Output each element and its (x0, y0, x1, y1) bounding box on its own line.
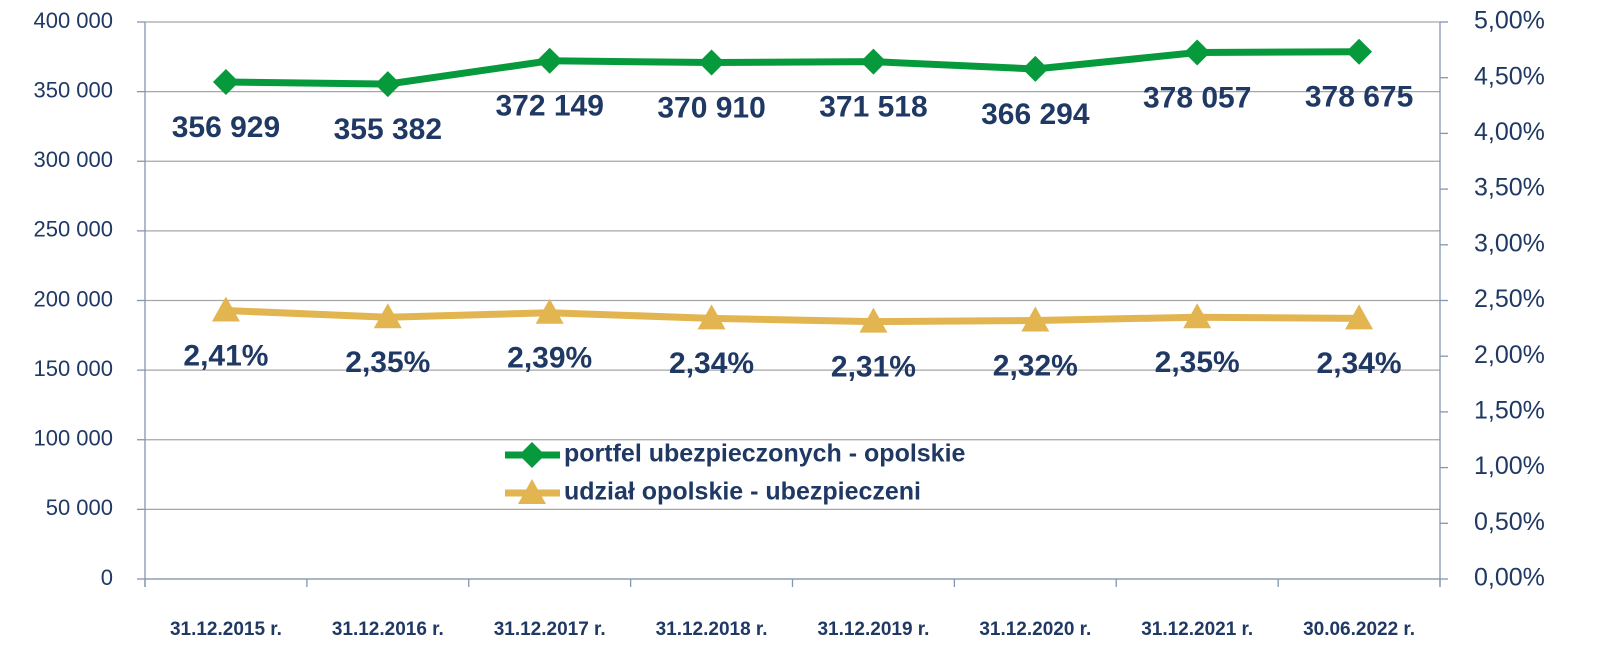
marker (374, 71, 401, 98)
marker (518, 479, 546, 504)
marker (536, 47, 563, 74)
marker (859, 307, 888, 333)
data-label: 2,32% (993, 349, 1078, 382)
data-label: 2,31% (831, 351, 916, 384)
legend-label: udział opolskie - ubezpieczeni (564, 478, 921, 506)
x-tick-label: 31.12.2020 r. (979, 619, 1091, 640)
y2-tick-label: 4,50% (1474, 62, 1545, 90)
marker (1345, 304, 1374, 330)
marker (697, 304, 726, 330)
y-tick-label: 400 000 (33, 8, 113, 33)
marker (1184, 39, 1211, 66)
y2-tick-label: 0,50% (1474, 508, 1545, 536)
x-tick-label: 31.12.2017 r. (494, 619, 606, 640)
data-label: 2,34% (669, 347, 754, 380)
data-label: 378 057 (1143, 81, 1251, 114)
data-label: 371 518 (819, 91, 927, 124)
data-label: 378 675 (1305, 81, 1413, 114)
y2-tick-label: 1,50% (1474, 397, 1545, 425)
legend-label: portfel ubezpieczonych - opolskie (564, 440, 966, 468)
x-tick-label: 31.12.2018 r. (656, 619, 768, 640)
y2-tick-label: 3,50% (1474, 174, 1545, 202)
marker (860, 48, 887, 75)
y-tick-label: 50 000 (46, 495, 113, 520)
y2-tick-label: 2,50% (1474, 285, 1545, 313)
x-tick-label: 31.12.2016 r. (332, 619, 444, 640)
marker (698, 49, 725, 76)
x-tick-label: 30.06.2022 r. (1303, 619, 1415, 640)
data-label: 2,35% (1155, 346, 1240, 379)
y-tick-label: 350 000 (33, 77, 113, 102)
data-label: 356 929 (172, 111, 280, 144)
y-tick-label: 150 000 (33, 356, 113, 381)
y2-tick-label: 0,00% (1474, 564, 1545, 592)
series-line (225, 307, 1360, 326)
x-tick-label: 31.12.2019 r. (817, 619, 929, 640)
y2-tick-label: 3,00% (1474, 229, 1545, 257)
marker (1346, 38, 1373, 65)
y-tick-label: 300 000 (33, 147, 113, 172)
y-tick-label: 250 000 (33, 217, 113, 242)
x-tick-label: 31.12.2021 r. (1141, 619, 1253, 640)
data-label: 2,39% (507, 342, 592, 375)
data-label: 2,34% (1317, 347, 1402, 380)
marker (373, 303, 402, 329)
data-label: 372 149 (495, 90, 603, 123)
y-tick-label: 100 000 (33, 426, 113, 451)
marker (212, 68, 239, 95)
x-tick-label: 31.12.2015 r. (170, 619, 282, 640)
marker (519, 442, 545, 468)
y2-tick-label: 1,00% (1474, 452, 1545, 480)
y2-tick-label: 4,00% (1474, 118, 1545, 146)
data-label: 370 910 (657, 91, 765, 124)
y2-tick-label: 2,00% (1474, 341, 1545, 369)
y-tick-label: 200 000 (33, 286, 113, 311)
data-label: 2,35% (345, 346, 430, 379)
y2-tick-label: 5,00% (1474, 7, 1545, 35)
data-label: 355 382 (334, 113, 442, 146)
marker (535, 298, 564, 324)
marker (1021, 306, 1050, 332)
series-line (225, 48, 1360, 88)
marker (1183, 303, 1212, 329)
y-tick-label: 0 (101, 565, 113, 590)
marker (1022, 55, 1049, 82)
marker (211, 296, 240, 322)
data-label: 366 294 (981, 98, 1090, 131)
data-label: 2,41% (183, 339, 268, 372)
